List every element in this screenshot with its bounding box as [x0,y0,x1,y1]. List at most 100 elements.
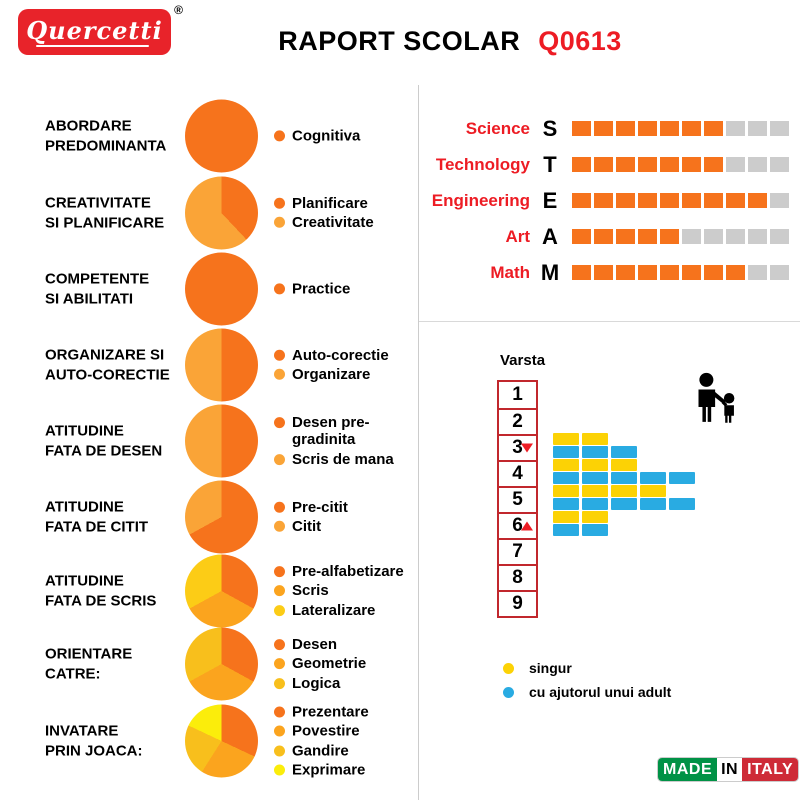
steam-row: Engineering E [420,187,792,213]
steam-subject-label: Engineering [431,190,530,210]
bar-segment-filled [638,193,657,208]
age-number: 7 [512,541,523,562]
legend-item: Auto-corectie [274,347,416,364]
category-label-line: COMPETENTE [45,270,150,288]
steam-subject-label: Science [465,118,530,138]
legend-label: Desen [292,636,338,654]
legend-item: Logica [274,675,416,692]
legend-label: singur [529,660,572,676]
bar-segment-filled [748,193,767,208]
age-cell: 8 [499,564,536,590]
pie-legend: Planificare Creativitate [274,195,416,232]
legend-dot-icon [274,725,285,737]
legend-dot-icon [274,417,285,429]
legend-dot-icon [274,349,285,361]
age-number: 8 [512,567,523,588]
legend-item: Geometrie [274,655,416,672]
legend-item: Practice [274,280,416,297]
bar-segment-filled [582,446,608,458]
bar-segment-empty [726,157,745,172]
bar-segment-filled [553,433,579,445]
bar-segment-filled [616,229,635,244]
legend-dot-icon [274,658,285,670]
bar-segment-empty [770,157,789,172]
bar-segment-filled [572,193,591,208]
steam-bar [572,229,789,244]
category-label-line: ATITUDINE [45,422,124,440]
legend-item-singur: singur [503,660,671,676]
pie-chart [185,176,258,250]
legend-item: Desen pre-gradinita [274,414,416,449]
steam-subject-label: Math [490,262,530,282]
bar-segment-filled [553,459,579,471]
bar-segment-filled [553,485,579,497]
bar-segment-empty [748,157,767,172]
category-row: ORGANIZARE SI AUTO-CORECTIE Auto-corectie O… [0,327,418,403]
age-number: 2 [512,411,523,432]
age-cell: 1 [499,382,536,408]
bar-segment-filled [582,511,608,523]
legend-label: Povestire [292,722,360,740]
legend-item: Organizare [274,366,416,383]
legend-item: Lateralizare [274,602,416,619]
age-bar-singur [553,511,608,523]
age-bar-adult [553,524,608,536]
category-label: ORGANIZARE SI AUTO-CORECTIE [45,346,185,385]
made-in-italy-badge: MADE IN ITALY [657,757,800,782]
bar-segment-filled [638,229,657,244]
bar-segment-filled [704,121,723,136]
bar-segment-filled [640,485,666,497]
legend-dot-icon [274,130,285,142]
bar-segment-filled [594,157,613,172]
age-number: 9 [512,593,523,614]
bar-segment-filled [638,157,657,172]
product-code: Q0613 [538,26,622,56]
category-label: CREATIVITATE SI PLANIFICARE [45,194,185,233]
bar-segment-filled [616,157,635,172]
steam-row: Technology T [420,152,792,177]
legend-label: Pre-alfabetizare [292,563,404,581]
bar-segment-filled [669,498,695,510]
legend-item: Prezentare [274,704,416,721]
age-bar-adult [553,446,637,458]
legend-item: Gandire [274,742,416,759]
age-bar-adult [553,472,695,484]
category-label: ATITUDINE FATA DE DESEN [45,422,185,461]
bar-segment-filled [572,121,591,136]
bar-segment-filled [611,459,637,471]
pie-legend: Desen pre-gradinita Scris de mana [274,414,416,468]
bar-segment-filled [704,193,723,208]
bar-segment-filled [553,446,579,458]
badge-in: IN [717,758,743,781]
bar-segment-filled [726,193,745,208]
age-cell: 6 [499,512,536,538]
bar-segment-filled [660,193,679,208]
category-label-line: ATITUDINE [45,572,124,590]
category-label-line: AUTO-CORECTIE [45,366,170,383]
age-number: 5 [512,489,523,510]
bar-segment-filled [638,265,657,280]
bar-segment-filled [660,121,679,136]
category-row: ATITUDINE FATA DE DESEN Desen pre-gradinit… [0,403,418,479]
legend-label: Lateralizare [292,601,376,619]
category-label-line: SI PLANIFICARE [45,214,165,231]
age-bar-adult [553,498,695,510]
age-cell: 9 [499,590,536,616]
bar-segment-empty [682,229,701,244]
steam-letter: E [542,187,558,213]
legend-label: Desen pre-gradinita [292,414,370,449]
age-max-marker-icon [521,521,533,531]
steam-row: Art A [420,224,792,249]
pie-chart [185,704,258,778]
yellow-dot-icon [503,662,514,674]
category-label-line: PREDOMINANTA [45,137,167,154]
bar-segment-filled [669,472,695,484]
pie-legend: Pre-citit Citit [274,499,416,536]
steam-bar [572,193,789,208]
bar-segment-filled [582,498,608,510]
logo-underline [36,45,149,47]
bar-segment-filled [611,472,637,484]
bar-segment-filled [682,121,701,136]
age-min-marker-icon [521,443,533,453]
age-bars [553,380,713,614]
